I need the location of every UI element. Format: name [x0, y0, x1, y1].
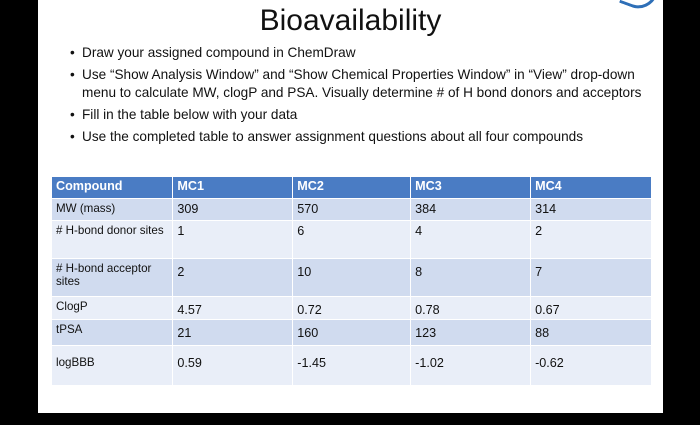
slide: Bioavailability Draw your assigned compo…	[38, 0, 663, 413]
bullet-item: Draw your assigned compound in ChemDraw	[70, 44, 650, 62]
bullet-item: Use the completed table to answer assign…	[70, 128, 650, 146]
column-header: MC1	[172, 177, 294, 199]
table-header-row: Compound MC1 MC2 MC3 MC4	[52, 177, 652, 199]
table-cell: -0.62	[530, 345, 652, 386]
table-cell: 4	[410, 220, 532, 259]
table-cell: 8	[410, 258, 532, 297]
table-cell: 10	[292, 258, 412, 297]
column-header: MC2	[292, 177, 412, 199]
table-cell: 384	[410, 198, 532, 221]
row-label: MW (mass)	[52, 198, 174, 221]
table-row: ClogP 4.57 0.72 0.78 0.67	[52, 296, 652, 320]
table-cell: 309	[172, 198, 294, 221]
bullet-item: Fill in the table below with your data	[70, 106, 650, 124]
table-cell: -1.45	[292, 345, 412, 386]
table-cell: 1	[172, 220, 294, 259]
table-row: # H-bond donor sites 1 6 4 2	[52, 220, 652, 259]
table-cell: 0.72	[292, 296, 412, 320]
bioavailability-table: Compound MC1 MC2 MC3 MC4 MW (mass) 309 5…	[52, 177, 652, 386]
table-row: # H-bond acceptor sites 2 10 8 7	[52, 258, 652, 297]
table-cell: 0.78	[410, 296, 532, 320]
row-label: # H-bond donor sites	[52, 220, 174, 259]
table-cell: 0.59	[172, 345, 294, 386]
table-cell: 88	[530, 319, 652, 346]
table-cell: 2	[172, 258, 294, 297]
table-cell: 4.57	[172, 296, 294, 320]
table-cell: 570	[292, 198, 412, 221]
row-label: # H-bond acceptor sites	[52, 258, 174, 297]
table-row: MW (mass) 309 570 384 314	[52, 198, 652, 221]
column-header: Compound	[52, 177, 174, 199]
column-header: MC4	[530, 177, 652, 199]
bullet-list: Draw your assigned compound in ChemDraw …	[70, 44, 650, 146]
table-cell: 21	[172, 319, 294, 346]
table-cell: 6	[292, 220, 412, 259]
table-cell: 0.67	[530, 296, 652, 320]
row-label: logBBB	[52, 345, 174, 386]
table-cell: 160	[292, 319, 412, 346]
table-cell: -1.02	[410, 345, 532, 386]
row-label: ClogP	[52, 296, 174, 320]
table-row: logBBB 0.59 -1.45 -1.02 -0.62	[52, 345, 652, 386]
slide-title: Bioavailability	[259, 4, 442, 37]
table-cell: 314	[530, 198, 652, 221]
table-cell: 2	[530, 220, 652, 259]
table-row: tPSA 21 160 123 88	[52, 319, 652, 346]
table-cell: 123	[410, 319, 532, 346]
bullet-item: Use “Show Analysis Window” and “Show Che…	[70, 66, 650, 102]
row-label: tPSA	[52, 319, 174, 346]
column-header: MC3	[410, 177, 532, 199]
table-cell: 7	[530, 258, 652, 297]
